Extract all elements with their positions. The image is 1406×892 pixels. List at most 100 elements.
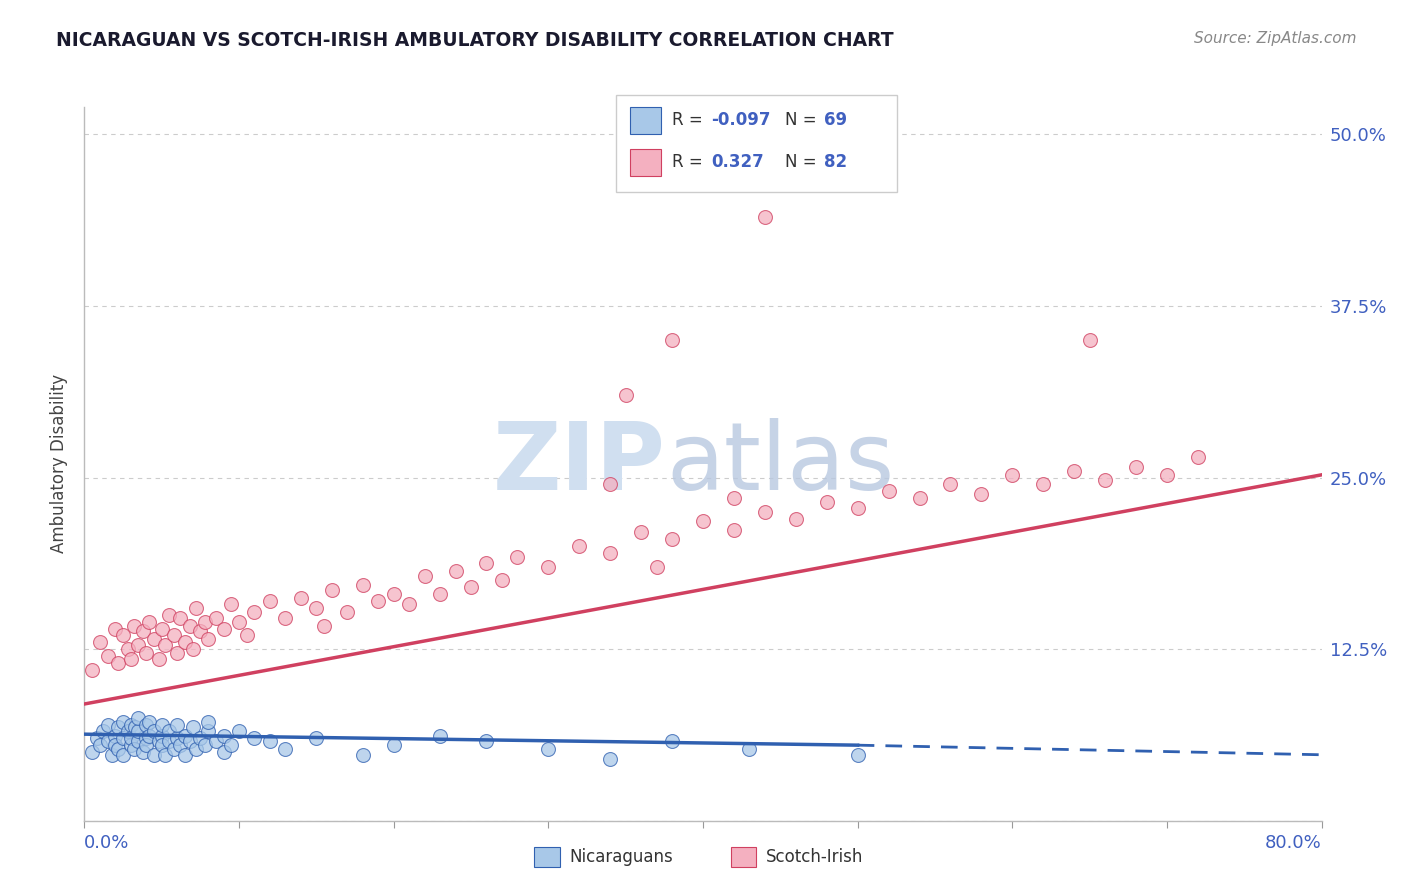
Point [1078,334,1101,348]
Point [181,642,204,657]
Point [159,724,180,739]
Point [274,742,297,756]
Point [1094,473,1116,487]
Point [382,738,405,752]
Point [243,605,266,619]
Point [143,724,166,739]
Point [491,574,513,588]
Point [138,714,160,729]
Point [429,587,451,601]
Text: R =: R = [672,112,709,129]
Point [104,729,127,743]
Point [89,738,111,752]
Point [117,724,139,739]
Point [398,597,420,611]
Point [1156,467,1178,482]
Point [132,624,155,639]
Point [143,747,166,762]
Point [312,619,335,633]
Point [166,646,188,660]
Point [148,734,170,748]
Point [846,500,869,515]
Point [150,622,173,636]
Point [846,747,869,762]
Point [336,605,359,619]
Point [107,720,129,734]
Point [104,622,127,636]
Point [1001,467,1024,482]
Point [112,747,135,762]
Point [124,720,146,734]
Text: -0.097: -0.097 [711,112,770,129]
Point [321,583,343,598]
Point [127,711,149,725]
Point [135,731,157,746]
Text: R =: R = [672,153,709,171]
Text: 0.0%: 0.0% [84,834,129,852]
Text: Scotch-Irish: Scotch-Irish [766,848,863,866]
Point [169,738,191,752]
Point [122,619,145,633]
Point [352,747,374,762]
Point [219,738,242,752]
Point [188,624,211,639]
Point [429,729,451,743]
Point [645,559,668,574]
Text: ZIP: ZIP [494,417,666,510]
Point [475,734,498,748]
Point [153,638,176,652]
Point [259,594,281,608]
Point [194,615,217,629]
Point [599,477,621,491]
Point [166,731,188,746]
Point [120,717,142,731]
Point [243,731,266,746]
Text: 69: 69 [824,112,846,129]
Point [614,388,637,402]
Point [120,651,142,665]
Point [96,648,118,663]
Point [661,734,683,748]
Point [367,594,389,608]
Text: 80.0%: 80.0% [1265,834,1322,852]
Point [537,742,560,756]
Point [174,635,197,649]
Point [179,619,201,633]
Point [135,717,157,731]
Point [89,635,111,649]
Point [228,724,250,739]
Point [112,628,135,642]
Point [877,484,900,499]
Point [101,747,124,762]
Point [184,742,207,756]
Point [143,632,166,647]
Point [163,742,186,756]
Text: Source: ZipAtlas.com: Source: ZipAtlas.com [1194,31,1357,46]
Point [91,724,114,739]
Point [174,747,197,762]
Point [1032,477,1054,491]
Point [274,610,297,624]
Point [413,569,436,583]
Text: atlas: atlas [666,417,894,510]
Point [506,550,529,565]
Point [475,556,498,570]
Point [153,747,176,762]
Text: NICARAGUAN VS SCOTCH-IRISH AMBULATORY DISABILITY CORRELATION CHART: NICARAGUAN VS SCOTCH-IRISH AMBULATORY DI… [56,31,894,50]
Point [197,632,219,647]
Point [228,615,250,629]
Point [460,580,482,594]
Y-axis label: Ambulatory Disability: Ambulatory Disability [51,375,69,553]
Point [382,587,405,601]
Point [1063,464,1085,478]
Point [112,731,135,746]
Point [212,729,235,743]
Point [723,523,745,537]
Point [159,734,180,748]
Point [127,734,149,748]
Point [212,745,235,759]
Point [305,731,328,746]
Point [150,738,173,752]
Point [970,487,993,501]
Point [96,717,118,731]
